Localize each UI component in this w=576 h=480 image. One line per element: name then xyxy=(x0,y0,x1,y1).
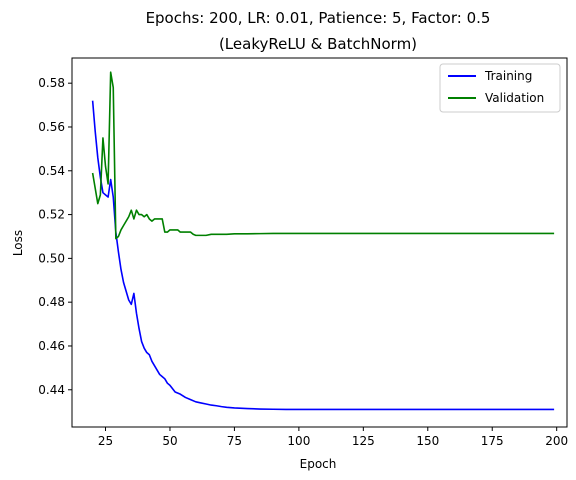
legend-label-training: Training xyxy=(484,69,532,83)
x-tick-label: 125 xyxy=(352,434,375,448)
chart-title-line-1: Epochs: 200, LR: 0.01, Patience: 5, Fact… xyxy=(146,9,491,27)
y-axis-ticks: 0.44 0.46 0.48 0.50 0.52 0.54 0.56 0.58 xyxy=(38,76,72,397)
x-tick-label: 100 xyxy=(287,434,310,448)
x-tick-label: 200 xyxy=(545,434,568,448)
x-tick-label: 150 xyxy=(416,434,439,448)
plot-area-frame xyxy=(72,58,567,427)
y-axis-label: Loss xyxy=(11,230,25,256)
series-line-training xyxy=(93,101,554,410)
x-axis-label: Epoch xyxy=(300,457,337,471)
y-tick-label: 0.46 xyxy=(38,339,65,353)
y-tick-label: 0.50 xyxy=(38,251,65,265)
y-tick-label: 0.44 xyxy=(38,383,65,397)
y-tick-label: 0.48 xyxy=(38,295,65,309)
x-tick-label: 75 xyxy=(227,434,242,448)
chart-title-line-2: (LeakyReLU & BatchNorm) xyxy=(219,35,417,53)
x-tick-label: 175 xyxy=(481,434,504,448)
y-tick-label: 0.56 xyxy=(38,120,65,134)
legend: Training Validation xyxy=(440,64,560,112)
x-tick-label: 50 xyxy=(162,434,177,448)
series-layer xyxy=(93,72,554,409)
y-tick-label: 0.54 xyxy=(38,164,65,178)
y-tick-label: 0.52 xyxy=(38,208,65,222)
x-axis-ticks: 25 50 75 100 125 150 175 200 xyxy=(98,427,568,448)
legend-label-validation: Validation xyxy=(485,91,544,105)
y-tick-label: 0.58 xyxy=(38,76,65,90)
x-tick-label: 25 xyxy=(98,434,113,448)
